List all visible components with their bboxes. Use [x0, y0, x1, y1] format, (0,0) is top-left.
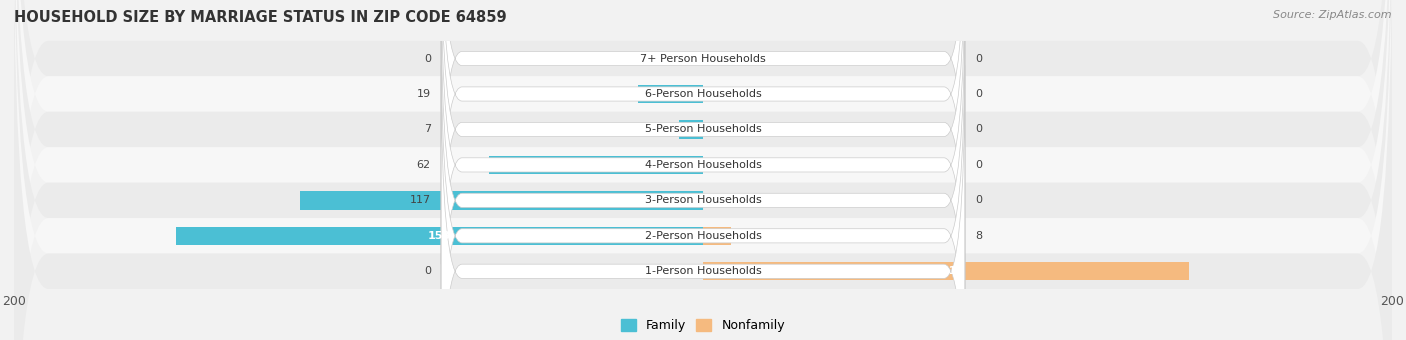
Text: 0: 0 [976, 124, 983, 134]
FancyBboxPatch shape [441, 0, 965, 300]
FancyBboxPatch shape [14, 0, 1392, 340]
Text: 7: 7 [423, 124, 430, 134]
Text: 2-Person Households: 2-Person Households [644, 231, 762, 241]
FancyBboxPatch shape [441, 0, 965, 264]
Text: 4-Person Households: 4-Person Households [644, 160, 762, 170]
Text: 0: 0 [423, 53, 430, 64]
Text: 5-Person Households: 5-Person Households [644, 124, 762, 134]
Text: 153: 153 [427, 231, 451, 241]
Text: 8: 8 [976, 231, 983, 241]
FancyBboxPatch shape [441, 66, 965, 340]
Text: 141: 141 [934, 266, 957, 276]
FancyBboxPatch shape [441, 30, 965, 340]
Bar [703, 262, 1188, 280]
Text: HOUSEHOLD SIZE BY MARRIAGE STATUS IN ZIP CODE 64859: HOUSEHOLD SIZE BY MARRIAGE STATUS IN ZIP… [14, 10, 506, 25]
Bar [703, 226, 731, 245]
Bar [679, 120, 703, 139]
Text: 6-Person Households: 6-Person Households [644, 89, 762, 99]
FancyBboxPatch shape [14, 0, 1392, 340]
Bar [176, 226, 703, 245]
Text: Source: ZipAtlas.com: Source: ZipAtlas.com [1274, 10, 1392, 20]
Legend: Family, Nonfamily: Family, Nonfamily [616, 314, 790, 337]
Text: 0: 0 [976, 89, 983, 99]
FancyBboxPatch shape [441, 0, 965, 335]
Text: 0: 0 [423, 266, 430, 276]
Text: 7+ Person Households: 7+ Person Households [640, 53, 766, 64]
FancyBboxPatch shape [14, 0, 1392, 340]
Text: 0: 0 [976, 53, 983, 64]
Text: 62: 62 [416, 160, 430, 170]
Text: 3-Person Households: 3-Person Households [644, 195, 762, 205]
Bar [489, 156, 703, 174]
FancyBboxPatch shape [441, 0, 965, 340]
Text: 0: 0 [976, 195, 983, 205]
Bar [637, 85, 703, 103]
FancyBboxPatch shape [14, 0, 1392, 340]
Text: 1-Person Households: 1-Person Households [644, 266, 762, 276]
Text: 0: 0 [976, 160, 983, 170]
FancyBboxPatch shape [14, 0, 1392, 340]
Text: 117: 117 [409, 195, 430, 205]
FancyBboxPatch shape [14, 0, 1392, 340]
Text: 19: 19 [416, 89, 430, 99]
Bar [299, 191, 703, 209]
FancyBboxPatch shape [441, 0, 965, 340]
FancyBboxPatch shape [14, 0, 1392, 340]
